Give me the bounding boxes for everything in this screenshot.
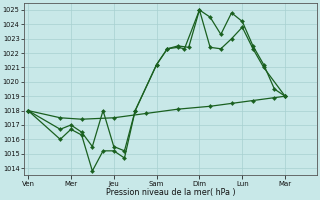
X-axis label: Pression niveau de la mer( hPa ): Pression niveau de la mer( hPa ) xyxy=(106,188,235,197)
